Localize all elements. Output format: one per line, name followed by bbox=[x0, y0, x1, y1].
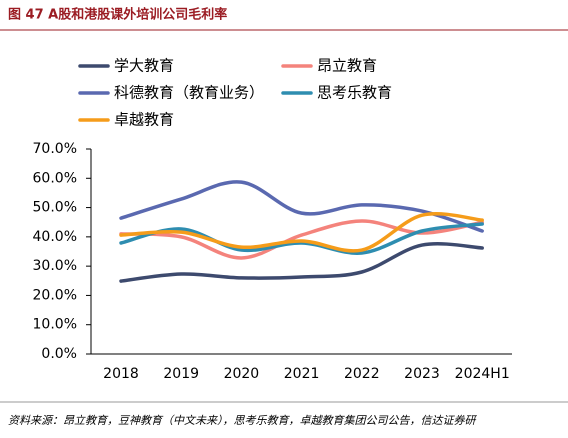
y-tick-label: 60.0% bbox=[33, 170, 77, 186]
series-line bbox=[119, 242, 484, 283]
y-tick-label: 50.0% bbox=[33, 200, 77, 216]
y-tick-label: 30.0% bbox=[33, 258, 77, 274]
y-tick-label: 70.0% bbox=[33, 141, 77, 157]
series-line bbox=[119, 211, 484, 253]
legend-label: 科德教育（教育业务） bbox=[114, 84, 264, 102]
x-tick-label: 2018 bbox=[103, 366, 139, 382]
x-tick-label: 2019 bbox=[163, 366, 199, 382]
chart-title: 图 47 A股和港股课外培训公司毛利率 bbox=[8, 7, 227, 23]
x-tick-label: 2022 bbox=[344, 366, 380, 382]
y-tick-label: 0.0% bbox=[41, 346, 77, 362]
legend-label: 卓越教育 bbox=[114, 111, 174, 129]
legend-label: 学大教育 bbox=[114, 57, 174, 75]
legend-label: 昂立教育 bbox=[317, 57, 377, 75]
series-line bbox=[119, 219, 484, 260]
y-tick-label: 10.0% bbox=[33, 317, 77, 333]
y-tick-label: 40.0% bbox=[33, 229, 77, 245]
legend-label: 思考乐教育 bbox=[317, 84, 392, 102]
series-line bbox=[119, 222, 484, 255]
x-tick-label: 2024H1 bbox=[455, 366, 510, 382]
x-tick-label: 2021 bbox=[284, 366, 320, 382]
series-line bbox=[119, 180, 484, 233]
source: 资料来源：昂立教育，豆神教育（中文未来），思考乐教育，卓越教育集团公司公告，信达… bbox=[8, 414, 477, 427]
x-tick-label: 2023 bbox=[404, 366, 440, 382]
y-tick-label: 20.0% bbox=[33, 287, 77, 303]
x-tick-label: 2020 bbox=[224, 366, 260, 382]
